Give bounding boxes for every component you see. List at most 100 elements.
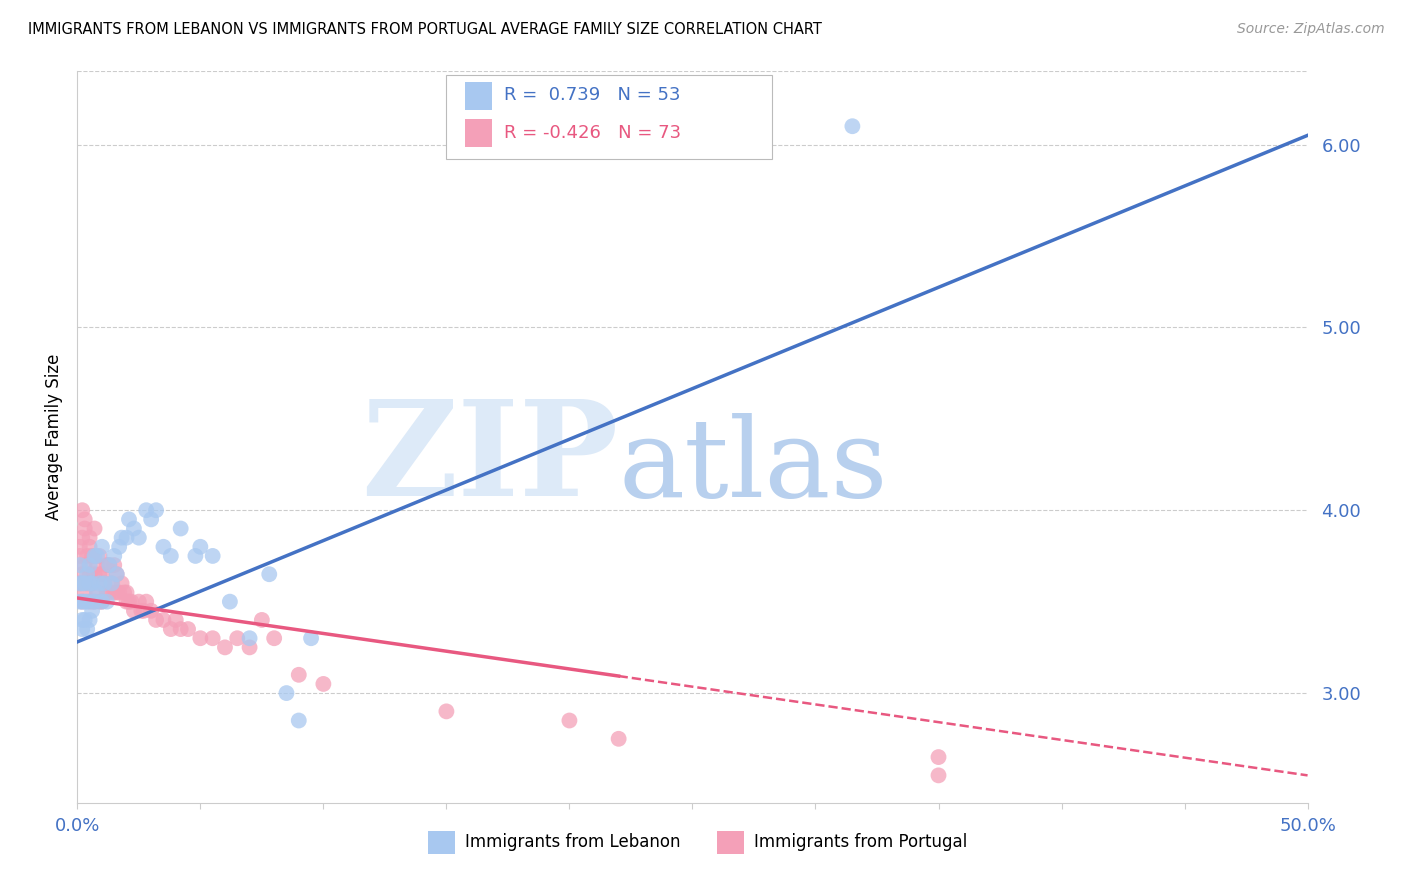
Point <box>79 613 101 627</box>
Point <box>90 595 114 609</box>
Point <box>73 558 96 573</box>
FancyBboxPatch shape <box>465 82 492 110</box>
Point <box>96 585 118 599</box>
Point <box>69 576 91 591</box>
Point <box>135 595 157 609</box>
Point <box>70 531 93 545</box>
Point <box>165 613 187 627</box>
Point <box>152 613 174 627</box>
Point <box>73 613 96 627</box>
Point <box>115 531 138 545</box>
Point <box>250 613 273 627</box>
Point <box>188 540 212 554</box>
Point <box>86 585 108 599</box>
Point <box>101 576 124 591</box>
Point <box>98 558 121 573</box>
Point <box>103 585 125 599</box>
Point <box>79 540 101 554</box>
Point <box>105 567 128 582</box>
FancyBboxPatch shape <box>427 830 456 854</box>
Point <box>101 576 124 591</box>
Point <box>90 595 114 609</box>
Point <box>928 768 950 782</box>
Point <box>79 595 101 609</box>
Point <box>145 613 167 627</box>
Point <box>79 531 101 545</box>
Point <box>122 521 145 535</box>
Point <box>82 549 104 563</box>
Point <box>96 558 118 573</box>
Point <box>160 622 183 636</box>
Point <box>70 595 93 609</box>
Point <box>86 585 108 599</box>
Point <box>105 585 128 599</box>
Point <box>70 503 93 517</box>
Point <box>73 521 96 535</box>
Point <box>69 540 91 554</box>
Point <box>96 595 118 609</box>
FancyBboxPatch shape <box>465 119 492 146</box>
Point <box>111 576 132 591</box>
Point <box>214 640 236 655</box>
Point <box>83 595 105 609</box>
Point <box>288 667 311 681</box>
Point <box>219 595 242 609</box>
Point <box>76 576 98 591</box>
Point <box>89 576 111 591</box>
Point <box>145 503 167 517</box>
Point <box>89 549 111 563</box>
Point <box>118 512 141 526</box>
Point <box>86 549 108 563</box>
Point <box>103 558 125 573</box>
Point <box>170 622 193 636</box>
Point <box>108 585 131 599</box>
Point <box>128 531 150 545</box>
Point <box>201 632 224 646</box>
Point <box>70 595 93 609</box>
Point <box>86 558 108 573</box>
Point <box>170 521 193 535</box>
Point <box>607 731 630 746</box>
Text: R = -0.426   N = 73: R = -0.426 N = 73 <box>505 124 682 142</box>
Point <box>132 604 155 618</box>
Point <box>141 512 163 526</box>
Point <box>82 604 104 618</box>
Text: ZIP: ZIP <box>361 394 619 524</box>
Point <box>83 549 105 563</box>
Point <box>98 558 121 573</box>
Point <box>239 632 262 646</box>
Point <box>108 540 131 554</box>
Point <box>69 576 91 591</box>
Point <box>928 750 950 764</box>
Point <box>118 595 141 609</box>
Y-axis label: Average Family Size: Average Family Size <box>45 354 63 520</box>
Point <box>89 595 111 609</box>
Point <box>79 558 101 573</box>
Point <box>115 585 138 599</box>
Point <box>70 576 93 591</box>
Point <box>79 576 101 591</box>
Point <box>201 549 224 563</box>
Point <box>73 576 96 591</box>
Point <box>98 585 121 599</box>
Point <box>93 576 115 591</box>
Point <box>73 512 96 526</box>
Text: Immigrants from Lebanon: Immigrants from Lebanon <box>465 833 681 851</box>
Point <box>82 576 104 591</box>
Point <box>299 632 322 646</box>
Point <box>129 604 153 618</box>
Point <box>128 595 150 609</box>
Point <box>73 595 96 609</box>
Point <box>112 585 135 599</box>
Point <box>288 714 311 728</box>
Point <box>69 549 91 563</box>
Point <box>90 567 114 582</box>
Point <box>276 686 298 700</box>
Point <box>239 640 262 655</box>
Point <box>558 714 581 728</box>
Point <box>152 540 174 554</box>
Text: Source: ZipAtlas.com: Source: ZipAtlas.com <box>1237 22 1385 37</box>
FancyBboxPatch shape <box>717 830 744 854</box>
Text: IMMIGRANTS FROM LEBANON VS IMMIGRANTS FROM PORTUGAL AVERAGE FAMILY SIZE CORRELAT: IMMIGRANTS FROM LEBANON VS IMMIGRANTS FR… <box>28 22 823 37</box>
Point <box>105 567 128 582</box>
